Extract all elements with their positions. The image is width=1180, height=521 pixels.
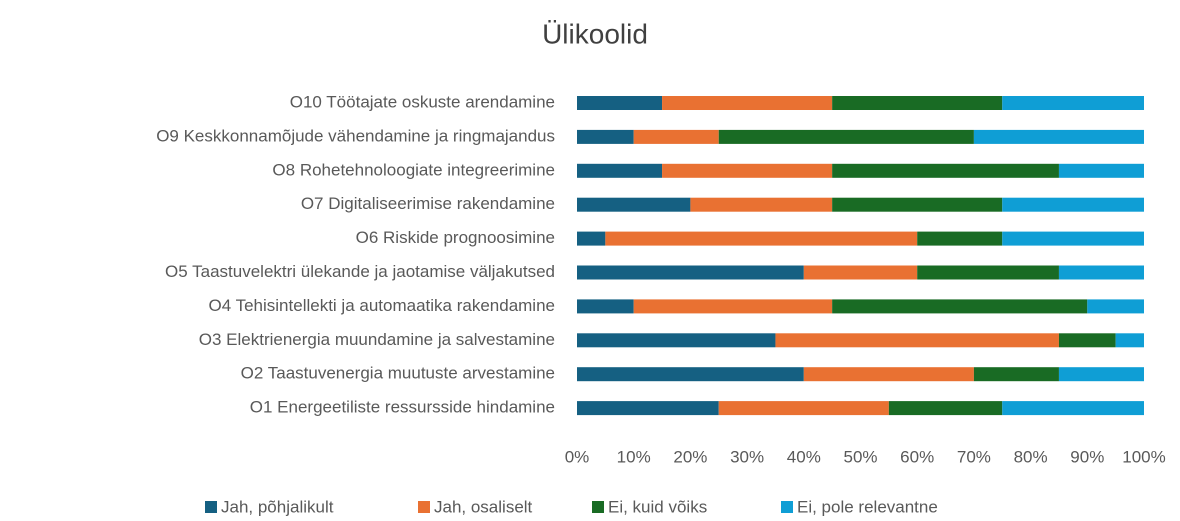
bar-segment xyxy=(718,401,889,416)
bar-segment xyxy=(662,96,833,110)
bar-segment xyxy=(633,299,833,314)
bar-segment xyxy=(577,367,804,382)
bar-segment xyxy=(832,96,1003,110)
y-tick-label: O1 Energeetiliste ressursside hindamine xyxy=(250,398,555,417)
x-tick-label: 100% xyxy=(1122,447,1165,466)
bar-segment xyxy=(1002,197,1144,212)
legend-swatch xyxy=(781,501,793,513)
bar-segment xyxy=(1058,367,1144,382)
x-tick-label: 60% xyxy=(900,447,934,466)
bar-segment xyxy=(633,129,719,144)
bar-segment xyxy=(662,163,833,178)
y-tick-label: O7 Digitaliseerimise rakendamine xyxy=(301,194,555,213)
bar-segment xyxy=(1002,401,1144,416)
bar-segment xyxy=(1058,265,1144,280)
bar-segment xyxy=(577,333,776,348)
bar-segment xyxy=(973,129,1144,144)
bar-segment xyxy=(577,401,719,416)
bar-segment xyxy=(973,367,1059,382)
bar-segment xyxy=(917,265,1059,280)
bar-segment xyxy=(832,299,1088,314)
bar-segment xyxy=(1115,333,1144,348)
x-tick-label: 80% xyxy=(1014,447,1048,466)
legend-label: Jah, põhjalikult xyxy=(221,497,334,516)
bar-segment xyxy=(1002,96,1144,110)
bar-segment xyxy=(832,163,1059,178)
y-tick-label: O2 Taastuvenergia muutuste arvestamine xyxy=(241,364,555,383)
bar-segment xyxy=(577,299,634,314)
y-tick-label: O9 Keskkonnamõjude vähendamine ja ringma… xyxy=(156,126,555,145)
chart-title: Ülikoolid xyxy=(542,18,648,49)
y-tick-label: O10 Töötajate oskuste arendamine xyxy=(290,92,555,111)
legend-label: Ei, pole relevantne xyxy=(797,497,938,516)
x-tick-label: 90% xyxy=(1070,447,1104,466)
x-tick-label: 70% xyxy=(957,447,991,466)
x-tick-label: 0% xyxy=(565,447,590,466)
x-tick-label: 40% xyxy=(787,447,821,466)
bar-segment xyxy=(577,163,663,178)
bar-segment xyxy=(690,197,833,212)
legend-label: Ei, kuid võiks xyxy=(608,497,707,516)
bar-segment xyxy=(577,265,804,280)
x-tick-label: 10% xyxy=(617,447,651,466)
bar-segment xyxy=(803,367,974,382)
legend-label: Jah, osaliselt xyxy=(434,497,533,516)
bar-segment xyxy=(803,265,918,280)
y-tick-label: O4 Tehisintellekti ja automaatika rakend… xyxy=(209,296,556,315)
bar-segment xyxy=(605,231,918,246)
x-tick-label: 30% xyxy=(730,447,764,466)
legend-swatch xyxy=(418,501,430,513)
bar-segment xyxy=(577,197,691,212)
y-tick-label: O3 Elektrienergia muundamine ja salvesta… xyxy=(199,330,555,349)
y-tick-label: O5 Taastuvelektri ülekande ja jaotamise … xyxy=(165,262,555,281)
bar-segment xyxy=(917,231,1003,246)
bar-segment xyxy=(1058,163,1144,178)
bar-segment xyxy=(832,197,1003,212)
bar-segment xyxy=(1002,231,1144,246)
legend-swatch xyxy=(205,501,217,513)
bar-segment xyxy=(775,333,1059,348)
bar-segment xyxy=(1058,333,1116,348)
bar-segment xyxy=(718,129,974,144)
x-tick-label: 50% xyxy=(843,447,877,466)
legend-swatch xyxy=(592,501,604,513)
bar-segment xyxy=(577,96,663,110)
y-tick-label: O6 Riskide prognoosimine xyxy=(356,228,555,247)
bar-segment xyxy=(577,231,606,246)
bar-segment xyxy=(577,129,634,144)
bar-segment xyxy=(1087,299,1144,314)
bar-segment xyxy=(888,401,1003,416)
x-tick-label: 20% xyxy=(673,447,707,466)
y-tick-label: O8 Rohetehnoloogiate integreerimine xyxy=(272,160,555,179)
